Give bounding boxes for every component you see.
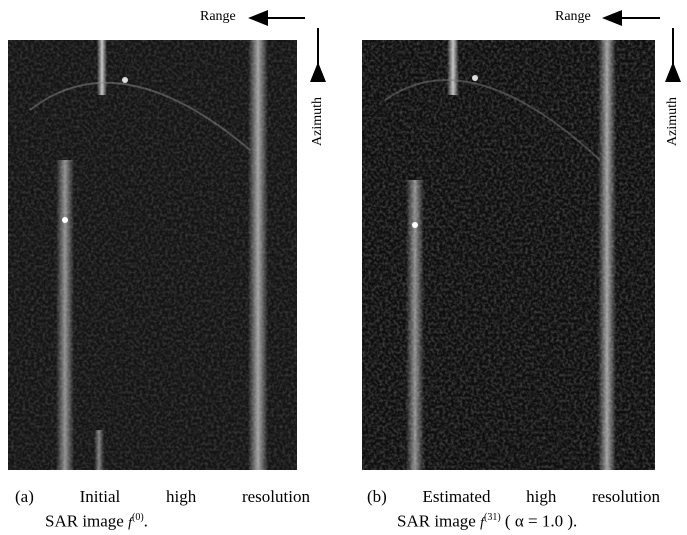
caption-word: resolution bbox=[241, 487, 310, 506]
range-label: Range bbox=[555, 9, 591, 24]
azimuth-label: Azimuth bbox=[665, 97, 680, 146]
caption-suffix: . bbox=[143, 511, 148, 531]
caption-word: resolution bbox=[591, 487, 660, 506]
caption-word: Estimated bbox=[422, 487, 491, 506]
caption-b: (b) Estimated high resolution SAR image f(3… bbox=[367, 486, 660, 534]
azimuth-label: Azimuth bbox=[310, 97, 325, 146]
sar-image-a bbox=[8, 40, 297, 470]
caption-word: high bbox=[165, 487, 197, 506]
superscript: (0) bbox=[132, 512, 144, 523]
symbol: f bbox=[128, 515, 132, 531]
caption-text: SAR image bbox=[397, 511, 476, 531]
symbol: f bbox=[480, 515, 484, 531]
caption-word: high bbox=[526, 487, 557, 506]
caption-tag: (b) bbox=[367, 487, 387, 506]
caption-tag: (a) bbox=[15, 487, 34, 506]
range-label: Range bbox=[200, 9, 236, 24]
caption-word: Initial bbox=[79, 487, 121, 506]
superscript: (31) bbox=[484, 512, 501, 523]
sar-image-b bbox=[362, 40, 655, 470]
caption-text: SAR image bbox=[45, 511, 124, 531]
caption-a: (a) Initial high resolution SAR image f(0). bbox=[15, 486, 310, 534]
caption-suffix: ( α = 1.0 ). bbox=[504, 511, 578, 531]
